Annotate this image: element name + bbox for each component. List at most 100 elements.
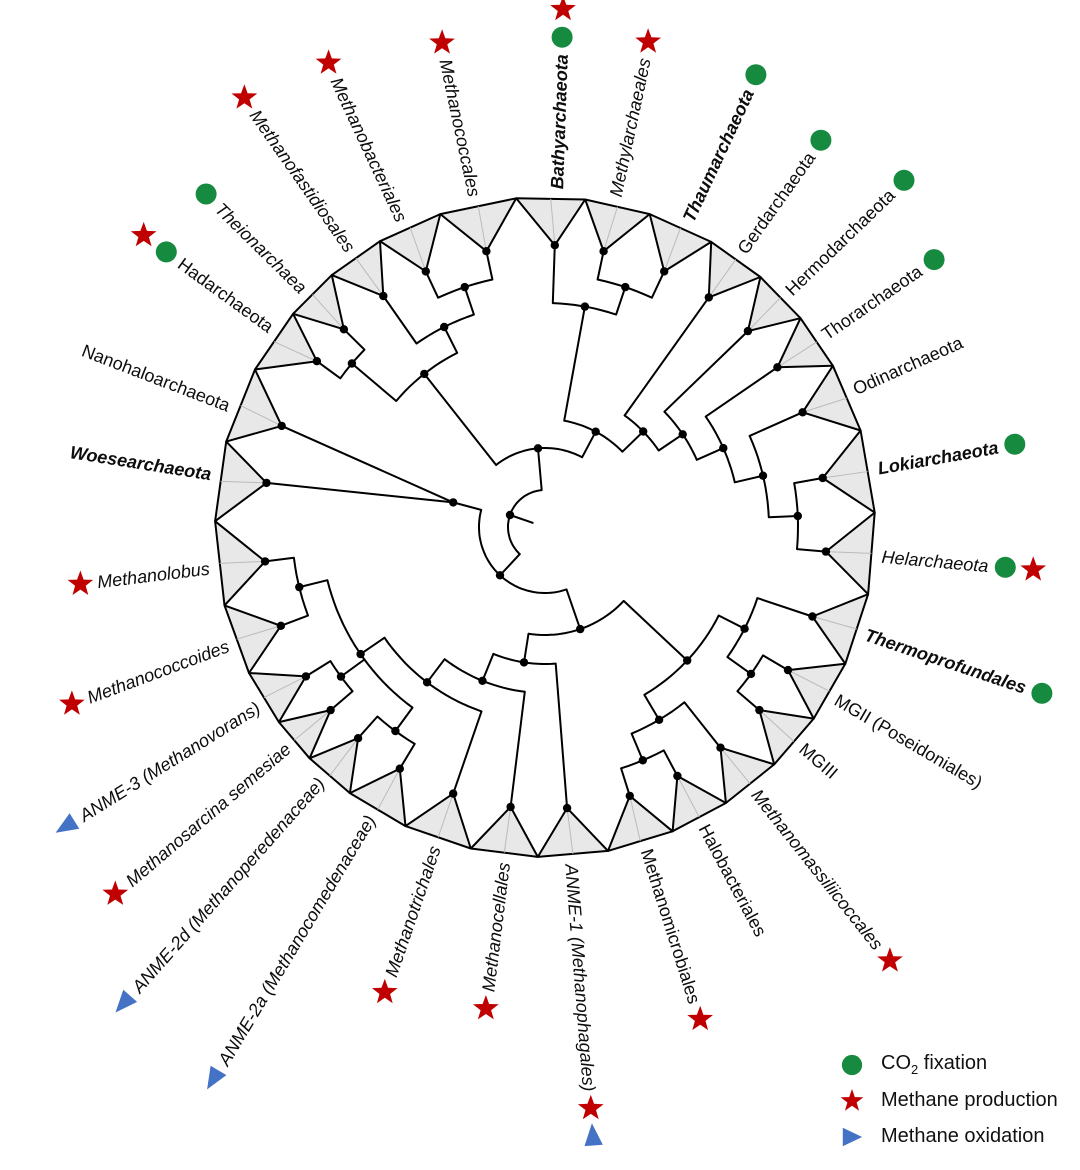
branch-line	[726, 656, 752, 675]
branch-line	[657, 433, 684, 452]
wedge-inner-line	[822, 471, 868, 479]
methane-production-marker	[315, 49, 342, 74]
tree-node-dot	[654, 715, 664, 724]
wedge-inner-line	[747, 297, 781, 332]
clade-wedge	[824, 511, 876, 596]
wedge-inner-line	[355, 257, 384, 297]
taxon-label: Methanococcoides	[84, 636, 232, 707]
tree-node-dot	[580, 302, 590, 311]
clade-wedge	[801, 364, 862, 432]
branch-line	[340, 658, 366, 678]
branch-line	[695, 447, 725, 461]
wedge-inner-line	[273, 341, 318, 362]
tree-node-dot	[773, 363, 782, 372]
clade-wedge	[330, 240, 385, 297]
legend: CO2 fixation Methane production Methane …	[838, 1051, 1058, 1150]
tree-node-dot	[506, 802, 515, 812]
taxon-label: Thorarchaeota	[818, 261, 927, 344]
tree-node-dot	[482, 247, 491, 256]
co2-fixation-marker	[994, 556, 1016, 578]
branch-line	[265, 481, 455, 504]
branch-line	[662, 749, 679, 777]
tree-node-dot	[326, 705, 335, 715]
methane-production-marker	[429, 29, 455, 54]
clade-wedge	[811, 593, 870, 665]
wedge-inner-line	[777, 341, 818, 368]
branch-line	[537, 447, 543, 492]
wedge-inner-line	[550, 198, 556, 246]
taxon-label: Methanocellales	[478, 861, 514, 993]
branch-line	[683, 701, 722, 749]
wedge-inner-line	[263, 675, 307, 698]
branch-line	[304, 660, 332, 678]
wedge-inner-line	[787, 669, 830, 692]
legend-item-co2-fixation: CO2 fixation	[838, 1051, 1058, 1078]
methane-production-icon	[838, 1087, 865, 1114]
wedge-inner-line	[377, 768, 401, 810]
branch-line	[748, 411, 804, 437]
tree-node-dot	[576, 624, 585, 634]
tree-node-dot	[347, 359, 357, 368]
branch-line	[620, 767, 631, 797]
methane-production-marker	[67, 570, 94, 595]
tree-node-dot	[422, 678, 432, 687]
tree-node-dot	[260, 557, 270, 566]
clade-wedge	[536, 807, 609, 858]
tree-node-dot	[740, 624, 749, 633]
tree-node-dot	[519, 658, 529, 667]
tree-node-dot	[440, 322, 449, 332]
tree-branches	[264, 244, 827, 810]
clade-wedge	[515, 197, 587, 247]
clade-wedge	[671, 775, 727, 833]
branch-line	[717, 614, 746, 630]
tree-node-dot	[818, 473, 827, 483]
branch-line	[736, 690, 761, 712]
branch-line	[621, 430, 645, 453]
clade-wedge	[607, 794, 674, 852]
taxon-label: Helarchaeota	[881, 547, 989, 576]
legend-label-methane-oxidation: Methane oxidation	[881, 1125, 1045, 1147]
tree-node-dot	[277, 421, 286, 431]
methane-production-marker	[687, 1005, 713, 1031]
clade-wedge	[225, 368, 283, 443]
methane-production-marker	[473, 995, 499, 1020]
wedge-inner-line	[437, 793, 454, 838]
wedge-inner-line	[219, 560, 266, 564]
taxon-label: Nanohaloarchaeota	[79, 341, 234, 416]
taxon-label: Methylarchaeales	[606, 56, 655, 198]
taxon-label: Methanolobus	[96, 559, 211, 593]
wedge-inner-line	[825, 551, 872, 554]
tree-node-dot	[704, 293, 713, 302]
tree-node-dot	[295, 582, 304, 592]
tree-node-dot	[621, 282, 630, 292]
branch-line	[623, 296, 710, 417]
tree-node-dot	[533, 444, 543, 453]
taxon-label: Halobacteriales	[695, 821, 771, 940]
tree-node-dot	[391, 726, 400, 736]
wedge-inner-line	[220, 480, 267, 484]
branch-line	[509, 690, 526, 808]
tree-node-dot	[550, 241, 559, 250]
methane-production-marker	[877, 947, 903, 972]
wedge-inner-line	[409, 227, 427, 272]
branch-line	[426, 658, 446, 684]
clade-wedge	[248, 672, 307, 724]
branch-line	[554, 662, 569, 810]
branch-line	[452, 710, 483, 795]
tree-node-dot	[460, 282, 469, 292]
tree-node-dot	[755, 705, 764, 715]
node-dots	[260, 241, 831, 813]
branch-line	[463, 286, 475, 316]
co2-fixation-marker	[893, 169, 915, 191]
taxon-label: Hadarchaeota	[174, 254, 278, 337]
methane-oxidation-icon	[838, 1123, 865, 1150]
branch-line	[315, 360, 342, 380]
tree-node-dot	[312, 357, 322, 366]
taxon-label: ANME-2a (Methanocomedenaceae)	[214, 812, 380, 1070]
tree-node-dot	[673, 771, 682, 781]
taxon-label: ANME-1 (Methanophagales)	[561, 862, 599, 1092]
branch-line	[357, 715, 379, 740]
branch-line	[423, 372, 498, 466]
